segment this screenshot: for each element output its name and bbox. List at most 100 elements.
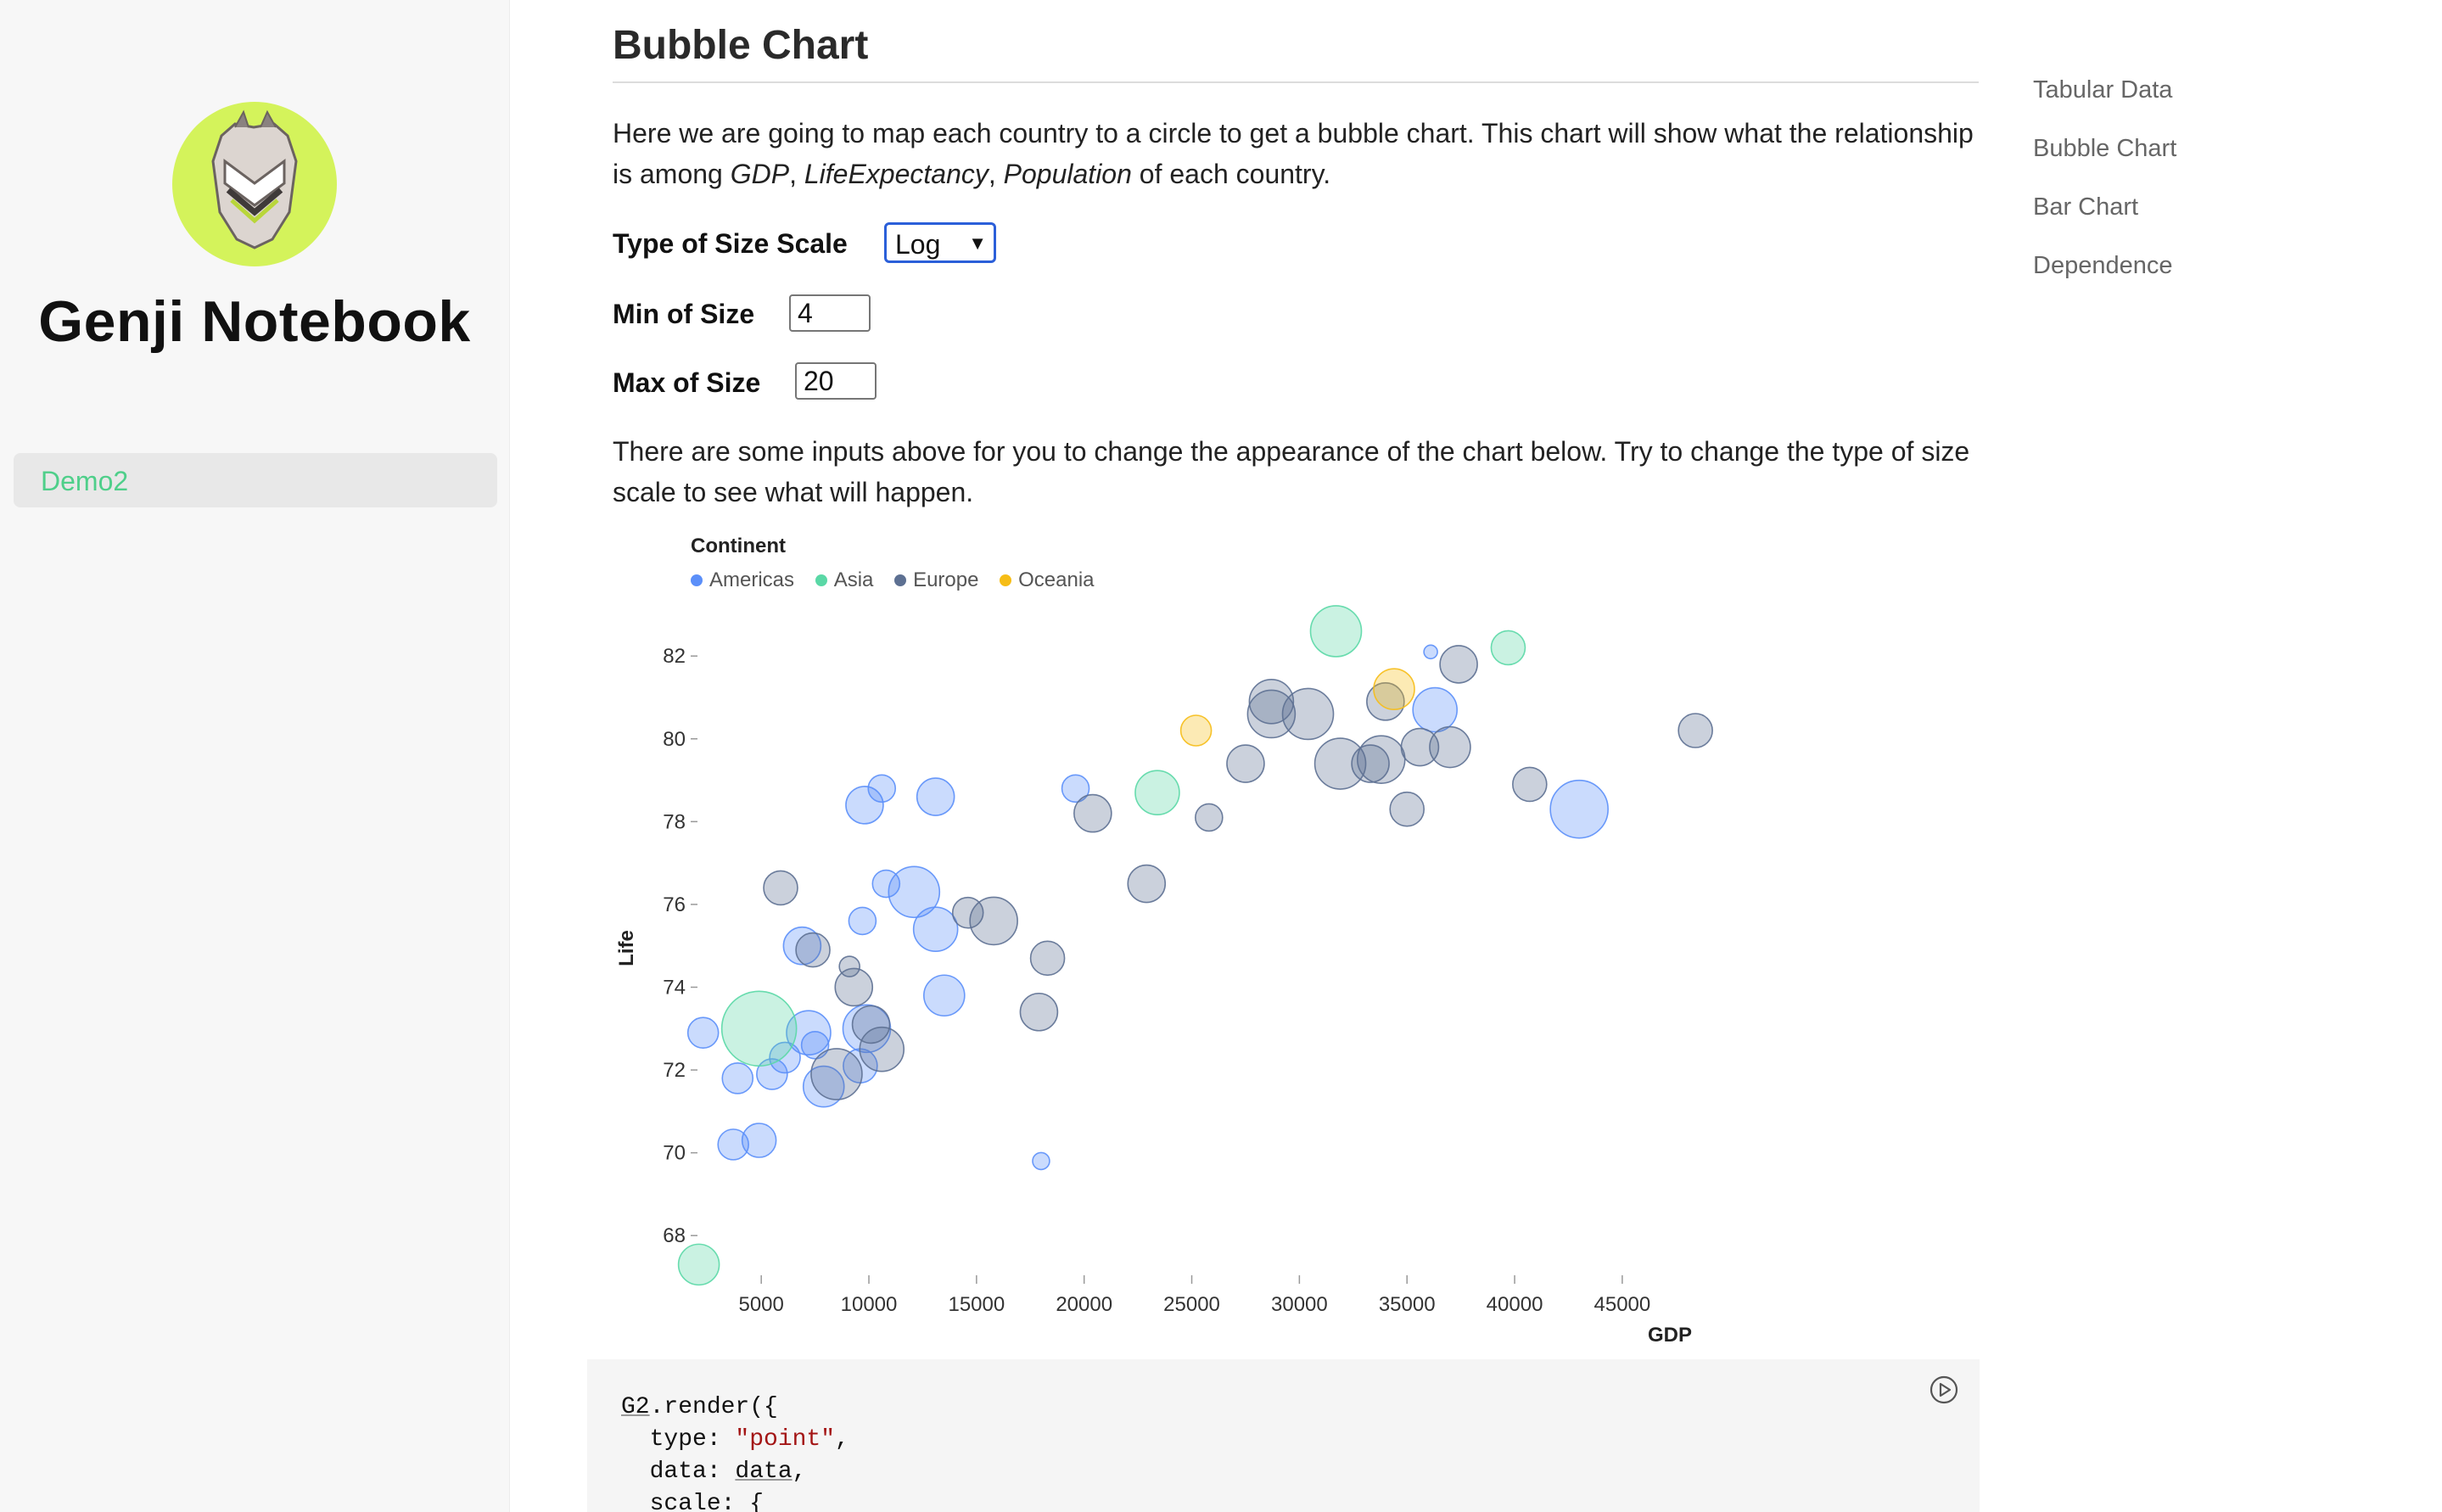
legend-swatch	[1000, 574, 1012, 586]
x-tick-label: 10000	[841, 1293, 898, 1316]
x-tick-label: 20000	[1056, 1293, 1112, 1316]
bubble-americas	[848, 906, 877, 936]
bubble-americas	[1412, 686, 1458, 733]
toc-item-dependence[interactable]: Dependence	[2033, 252, 2173, 279]
toc-item-bar-chart[interactable]: Bar Chart	[2033, 193, 2139, 221]
min-size-input[interactable]: 4	[789, 294, 871, 332]
bubble-europe	[834, 967, 874, 1007]
bubble-asia	[677, 1243, 720, 1286]
bubble-europe	[1029, 940, 1066, 977]
bubble-europe	[1677, 713, 1713, 748]
chevron-down-icon: ▼	[968, 232, 987, 254]
bubble-europe	[1073, 793, 1112, 833]
x-tick-label: 5000	[738, 1293, 783, 1316]
bubble-americas	[802, 1065, 845, 1108]
bubble-americas	[867, 774, 897, 804]
bubble-europe	[795, 932, 831, 968]
bubble-europe	[1127, 864, 1167, 904]
bubble-europe	[1356, 735, 1406, 784]
code-line: data: data,	[621, 1459, 807, 1485]
intro-sep: ,	[789, 159, 804, 189]
y-tick-label: 78	[663, 810, 686, 833]
term-life-expectancy: LifeExpectancy	[804, 159, 989, 189]
max-size-input[interactable]: 20	[795, 362, 877, 400]
chart-plot: 68 70 72 74 76 78 80 82 5000 10000 15000 20000 25000…	[615, 605, 1713, 1347]
legend-swatch	[894, 574, 907, 586]
legend-item-americas[interactable]: Americas	[691, 568, 794, 592]
bubble-americas	[769, 1041, 801, 1074]
legend-label: Europe	[913, 568, 979, 591]
code-line: scale: {	[621, 1491, 765, 1512]
run-play-icon[interactable]	[1929, 1375, 1959, 1405]
bubble-europe	[763, 870, 798, 906]
x-tick-label: 15000	[948, 1293, 1005, 1316]
brand-title: Genji Notebook	[38, 289, 471, 354]
bubble-europe	[851, 1005, 891, 1044]
bubble-europe	[1429, 725, 1471, 769]
legend-label: Americas	[709, 568, 795, 591]
bubble-americas	[686, 1016, 720, 1049]
legend-item-oceania[interactable]: Oceania	[1000, 568, 1095, 592]
intro-paragraph: Here we are going to map each country to…	[613, 113, 1979, 194]
legend-item-asia[interactable]: Asia	[815, 568, 873, 592]
bubble-europe	[1246, 689, 1297, 739]
x-tick-label: 25000	[1163, 1293, 1220, 1316]
bubble-europe	[838, 955, 860, 977]
size-scale-select[interactable]: Log ▼	[884, 222, 996, 263]
bubble-europe	[1195, 803, 1224, 832]
min-size-label: Min of Size	[613, 299, 755, 329]
bubble-europe	[1313, 737, 1367, 790]
bubble-americas	[871, 869, 901, 899]
y-tick-label: 72	[663, 1059, 686, 1082]
x-axis-label: GDP	[1648, 1324, 1692, 1347]
page-title: Bubble Chart	[613, 23, 869, 68]
code-token: data	[735, 1459, 793, 1485]
x-tick-label: 40000	[1487, 1293, 1543, 1316]
bubble-europe	[810, 1048, 863, 1100]
bubble-europe	[1512, 766, 1548, 803]
bubble-europe	[1019, 992, 1059, 1032]
legend-label: Oceania	[1018, 568, 1095, 591]
bubble-europe	[1281, 687, 1335, 741]
toc-item-tabular-data[interactable]: Tabular Data	[2033, 76, 2173, 104]
x-tick-label: 30000	[1271, 1293, 1328, 1316]
max-size-label: Max of Size	[613, 367, 761, 398]
bubble-americas	[782, 926, 822, 966]
bubble-europe	[1389, 791, 1425, 827]
bubble-americas	[717, 1128, 749, 1161]
intro-sep: ,	[988, 159, 1004, 189]
title-divider	[613, 81, 1979, 83]
bubble-oceania	[1373, 668, 1415, 711]
bubble-asia	[1490, 630, 1526, 666]
y-tick-label: 76	[663, 893, 686, 916]
bubble-oceania	[1179, 714, 1213, 747]
legend-item-europe[interactable]: Europe	[894, 568, 978, 592]
bubble-americas	[800, 1030, 830, 1060]
avatar[interactable]	[172, 102, 337, 266]
code-string: "point"	[735, 1426, 836, 1453]
bubble-europe	[969, 896, 1018, 946]
code-line: G2.render({	[621, 1394, 778, 1420]
y-axis-label: Life	[615, 930, 638, 966]
code-line: type: "point",	[621, 1426, 849, 1453]
sidebar: Genji Notebook Demo2	[0, 0, 510, 1512]
bubble-americas	[1061, 774, 1090, 804]
code-block[interactable]: G2.render({ type: "point", data: data, s…	[587, 1359, 1980, 1512]
bubble-asia	[720, 990, 798, 1067]
bubble-americas	[756, 1058, 788, 1090]
toc-item-bubble-chart[interactable]: Bubble Chart	[2033, 135, 2177, 162]
bubble-americas	[916, 777, 955, 816]
code-token: G2	[621, 1394, 650, 1420]
y-tick-label: 80	[663, 728, 686, 751]
y-tick-label: 68	[663, 1224, 686, 1247]
bubble-americas	[923, 974, 966, 1017]
bubble-asia	[1134, 770, 1180, 815]
bubble-europe	[1226, 744, 1265, 783]
x-tick-label: 35000	[1379, 1293, 1436, 1316]
legend-title: Continent	[691, 535, 786, 557]
sidebar-item-demo2[interactable]: Demo2	[14, 453, 497, 507]
sidebar-item-label: Demo2	[41, 466, 129, 496]
bubble-americas	[741, 1123, 777, 1158]
bubble-americas	[721, 1062, 754, 1095]
y-tick-label: 70	[663, 1142, 686, 1165]
